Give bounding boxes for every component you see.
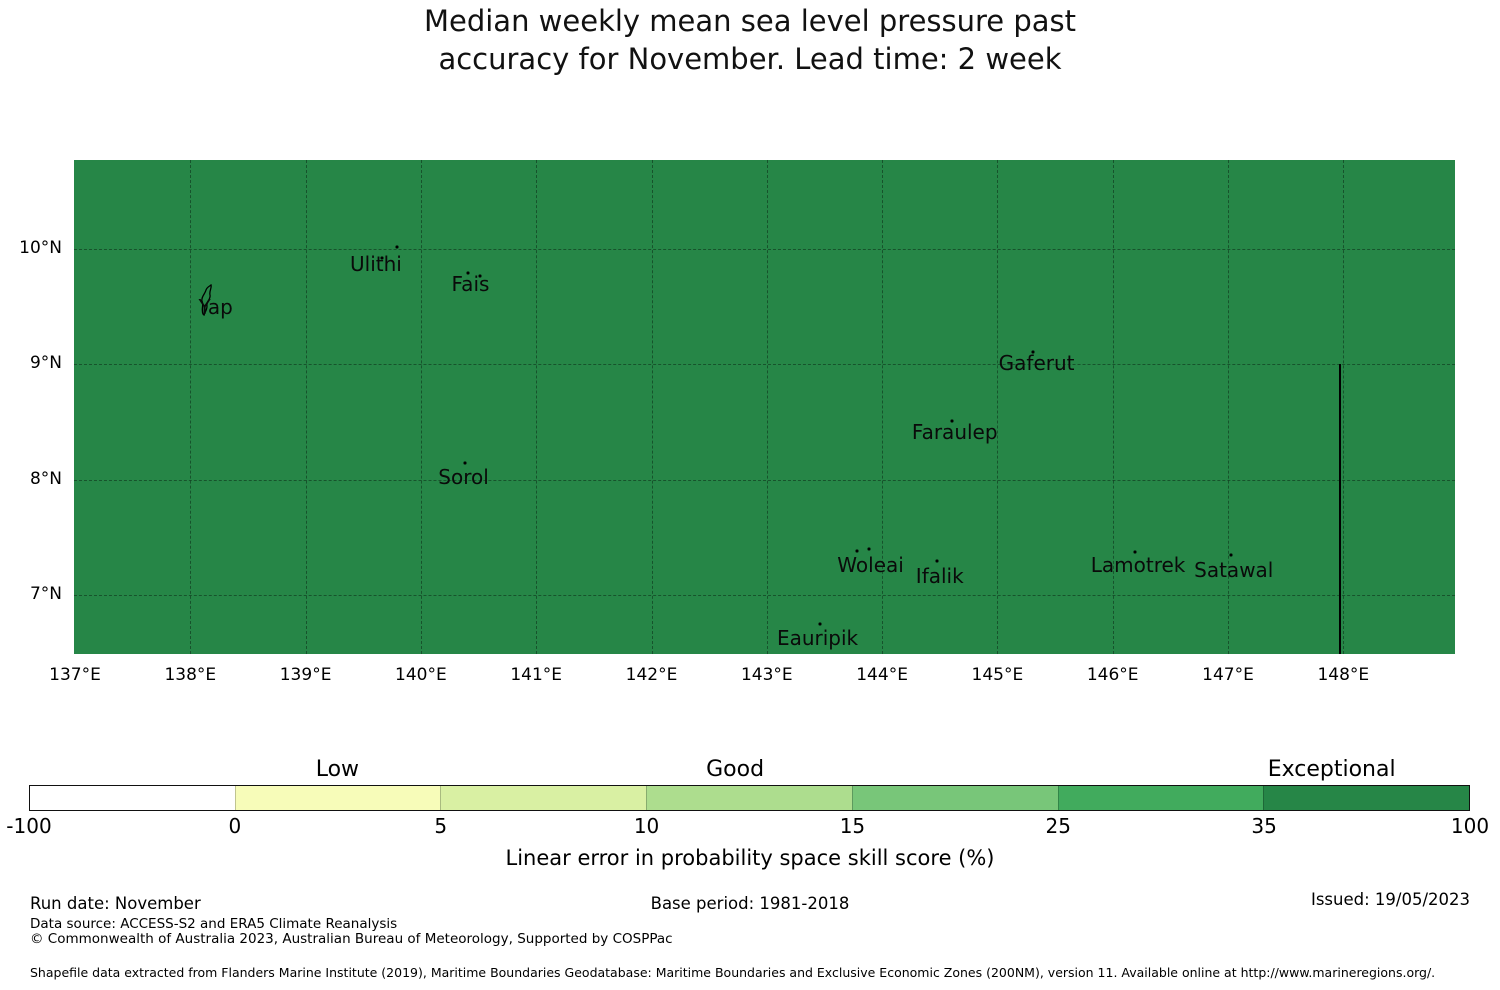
x-tick-label: 144°E [856, 665, 908, 685]
x-tick-label: 148°E [1317, 665, 1370, 685]
island-label: Gaferut [998, 351, 1075, 376]
colorbar-tick-label: 15 [839, 814, 866, 838]
colorbar-segment [1263, 786, 1470, 810]
island-dot [395, 245, 399, 249]
island-dot [1133, 550, 1137, 554]
x-tick-label: 141°E [510, 665, 563, 685]
gridline-meridian [190, 160, 192, 654]
gridline-parallel [74, 479, 1455, 481]
island-label: Fais [451, 271, 490, 296]
colorbar-tick-label: 100 [1450, 814, 1490, 838]
gridline-meridian [1112, 160, 1114, 654]
gridline-parallel [74, 364, 1455, 366]
x-tick-label: 147°E [1202, 665, 1254, 685]
gridline-meridian [1228, 160, 1229, 654]
island-dot [818, 622, 822, 626]
colorbar-tick-label: 25 [1045, 814, 1072, 838]
y-tick-label: 8°N [29, 468, 62, 489]
map-canvas: Yap Ulithi Fais Sorol Gaferut Faraulep Woleai I… [74, 160, 1455, 654]
colorbar [29, 785, 1470, 811]
issued-date-text: Issued: 19/05/2023 [1310, 890, 1470, 909]
title-line-2: accuracy for November. Lead time: 2 week [438, 42, 1062, 76]
gridline-meridian [882, 160, 884, 654]
y-tick-label: 10°N [19, 238, 62, 258]
x-tick-label: 143°E [740, 665, 793, 685]
colorbar-tick-label: -100 [6, 814, 52, 838]
island-label: Satawal [1194, 557, 1274, 582]
island-dot [463, 461, 467, 465]
gridline-meridian [1343, 160, 1345, 654]
island-dot [935, 559, 939, 563]
figure-title: Median weekly mean sea level pressure pa… [0, 2, 1500, 78]
gridline-parallel [74, 594, 1455, 596]
colorbar-axis-label: Linear error in probability space skill … [505, 846, 995, 870]
island-dot [380, 256, 384, 260]
island-dot [466, 271, 470, 275]
y-tick-label: 7°N [29, 583, 62, 604]
colorbar-tick-label: 35 [1251, 814, 1277, 838]
copyright-text: © Commonwealth of Australia 2023, Austra… [30, 931, 673, 947]
colorbar-tick-label: 5 [434, 814, 448, 838]
x-tick-label: 137°E [49, 665, 101, 685]
gridline-meridian [536, 160, 538, 654]
island-label: Woleai [837, 552, 904, 577]
x-tick-label: 145°E [971, 665, 1024, 685]
island-dot [1229, 553, 1233, 557]
colorbar-tick-label: 0 [228, 814, 242, 838]
shapefile-note-text: Shapefile data extracted from Flanders M… [30, 965, 1436, 980]
colorbar-category-label: Low [315, 757, 360, 782]
x-tick-label: 140°E [395, 665, 447, 685]
gridline-meridian [997, 160, 999, 654]
data-source-text: Data source: ACCESS-S2 and ERA5 Climate … [30, 916, 398, 932]
x-tick-label: 138°E [164, 665, 217, 685]
gridline-meridian [651, 160, 653, 654]
island-outline [198, 283, 214, 320]
gridline-meridian [420, 160, 422, 654]
x-tick-label: 142°E [625, 665, 678, 685]
colorbar-category-label: Good [706, 757, 765, 782]
island-dot [855, 549, 859, 553]
island-label: Ulithi [350, 251, 402, 276]
gridline-parallel [74, 249, 1455, 250]
colorbar-category-label: Exceptional [1267, 757, 1396, 782]
island-label: Sorol [438, 465, 489, 490]
island-label: Lamotrek [1090, 552, 1186, 577]
colorbar-segment [646, 786, 852, 810]
island-dot [950, 419, 954, 423]
gridline-meridian [766, 160, 768, 654]
colorbar-tick-label: 10 [633, 814, 660, 838]
x-tick-label: 146°E [1086, 665, 1139, 685]
colorbar-segment [30, 786, 235, 810]
run-date-text: Run date: November [30, 894, 201, 913]
y-tick-label: 9°N [29, 353, 62, 374]
title-line-1: Median weekly mean sea level pressure pa… [423, 4, 1077, 38]
island-dot [867, 547, 871, 551]
island-dot [1031, 350, 1035, 354]
island-label: Faraulep [911, 420, 998, 445]
x-tick-label: 139°E [279, 665, 332, 685]
island-dot [478, 274, 482, 278]
island-label: Yap [198, 294, 233, 319]
gridline-meridian [305, 160, 307, 654]
colorbar-segment [851, 786, 1058, 810]
island-label: Eauripik [776, 625, 859, 650]
island-label: Ifalik [915, 564, 964, 589]
eez-boundary-line [1338, 364, 1341, 654]
colorbar-segment [1057, 786, 1264, 810]
base-period-text: Base period: 1981-2018 [650, 894, 850, 913]
colorbar-segment [440, 786, 647, 810]
colorbar-segment [234, 786, 441, 810]
